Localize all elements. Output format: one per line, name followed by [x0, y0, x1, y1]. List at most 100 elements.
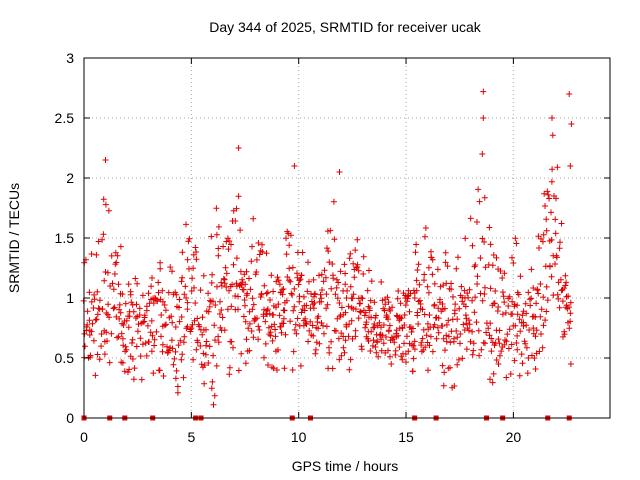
data-point: [514, 346, 521, 353]
data-point: [321, 267, 328, 274]
data-point: [416, 297, 423, 304]
data-point: [440, 335, 447, 342]
data-point: [255, 336, 262, 343]
data-point: [168, 337, 175, 344]
data-point: [386, 322, 393, 329]
data-point: [233, 205, 240, 212]
data-point: [470, 347, 477, 354]
data-point: [205, 360, 212, 366]
data-point: [435, 329, 442, 336]
data-point: [434, 324, 441, 331]
data-point: [528, 266, 535, 273]
data-point: [250, 301, 257, 308]
data-point: [161, 302, 168, 308]
data-point: [416, 281, 423, 288]
data-point: [562, 282, 569, 289]
data-point: [463, 320, 470, 327]
data-point: [340, 333, 347, 340]
data-point: [396, 344, 403, 351]
data-point: [496, 340, 503, 347]
data-point: [399, 356, 406, 363]
data-point: [262, 318, 269, 325]
data-point: [215, 333, 222, 340]
data-point: [454, 316, 461, 323]
data-point: [454, 334, 461, 341]
data-point: [452, 301, 459, 308]
data-point: [526, 327, 533, 333]
data-point: [405, 348, 412, 355]
data-point: [481, 291, 488, 297]
data-point: [393, 327, 400, 334]
data-point: [302, 320, 309, 327]
data-point: [242, 318, 249, 325]
data-point: [439, 362, 446, 369]
data-point: [516, 316, 523, 323]
data-point: [105, 301, 112, 308]
data-point: [479, 235, 486, 242]
data-point: [119, 335, 126, 342]
data-point: [287, 232, 294, 239]
data-point: [422, 233, 428, 240]
data-point: [352, 333, 359, 340]
data-point: [441, 305, 448, 312]
data-point: [340, 344, 347, 351]
data-point: [297, 276, 304, 283]
data-point: [235, 145, 242, 151]
data-point: [208, 385, 215, 392]
data-point: [441, 369, 448, 376]
data-point: [291, 163, 298, 169]
data-point: [509, 298, 516, 305]
data-point: [310, 332, 317, 339]
data-point: [206, 303, 213, 310]
data-point: [159, 287, 166, 294]
data-point: [114, 252, 121, 259]
data-point: [186, 265, 192, 272]
data-point: [172, 324, 179, 330]
data-point: [447, 339, 454, 346]
data-point: [138, 376, 145, 383]
data-point: [469, 328, 476, 335]
data-point: [351, 274, 358, 281]
data-point: [238, 350, 245, 357]
data-point: [286, 242, 293, 249]
data-point: [423, 332, 430, 339]
data-point: [226, 371, 233, 378]
data-point: [488, 335, 495, 342]
data-point: [450, 338, 457, 345]
data-point: [178, 278, 185, 285]
data-point: [173, 291, 180, 298]
data-point: [169, 268, 175, 275]
data-point: [286, 265, 293, 272]
data-point: [501, 270, 508, 277]
data-point: [451, 383, 458, 389]
data-point: [448, 286, 455, 293]
data-point: [283, 235, 289, 242]
data-point: [417, 301, 424, 307]
data-point: [556, 304, 563, 311]
data-point: [481, 194, 488, 201]
data-point: [500, 293, 507, 300]
data-point: [235, 367, 242, 374]
data-point: [563, 279, 570, 286]
data-point: [383, 312, 390, 319]
data-point: [440, 382, 447, 389]
data-point: [265, 324, 272, 331]
data-point: [253, 269, 260, 275]
data-point: [433, 335, 440, 342]
data-point: [341, 261, 348, 268]
data-point: [273, 304, 279, 311]
data-point: [474, 281, 481, 287]
data-point: [456, 305, 463, 312]
data-point: [425, 367, 431, 374]
data-point: [289, 367, 296, 373]
data-point: [410, 342, 417, 349]
data-point: [117, 309, 124, 316]
data-point: [218, 279, 225, 286]
data-point: [126, 366, 133, 373]
data-point: [116, 315, 123, 322]
data-point: [469, 297, 476, 304]
data-point: [135, 321, 142, 328]
data-point: [513, 240, 520, 247]
data-point: [271, 321, 278, 328]
data-point: [259, 241, 265, 248]
